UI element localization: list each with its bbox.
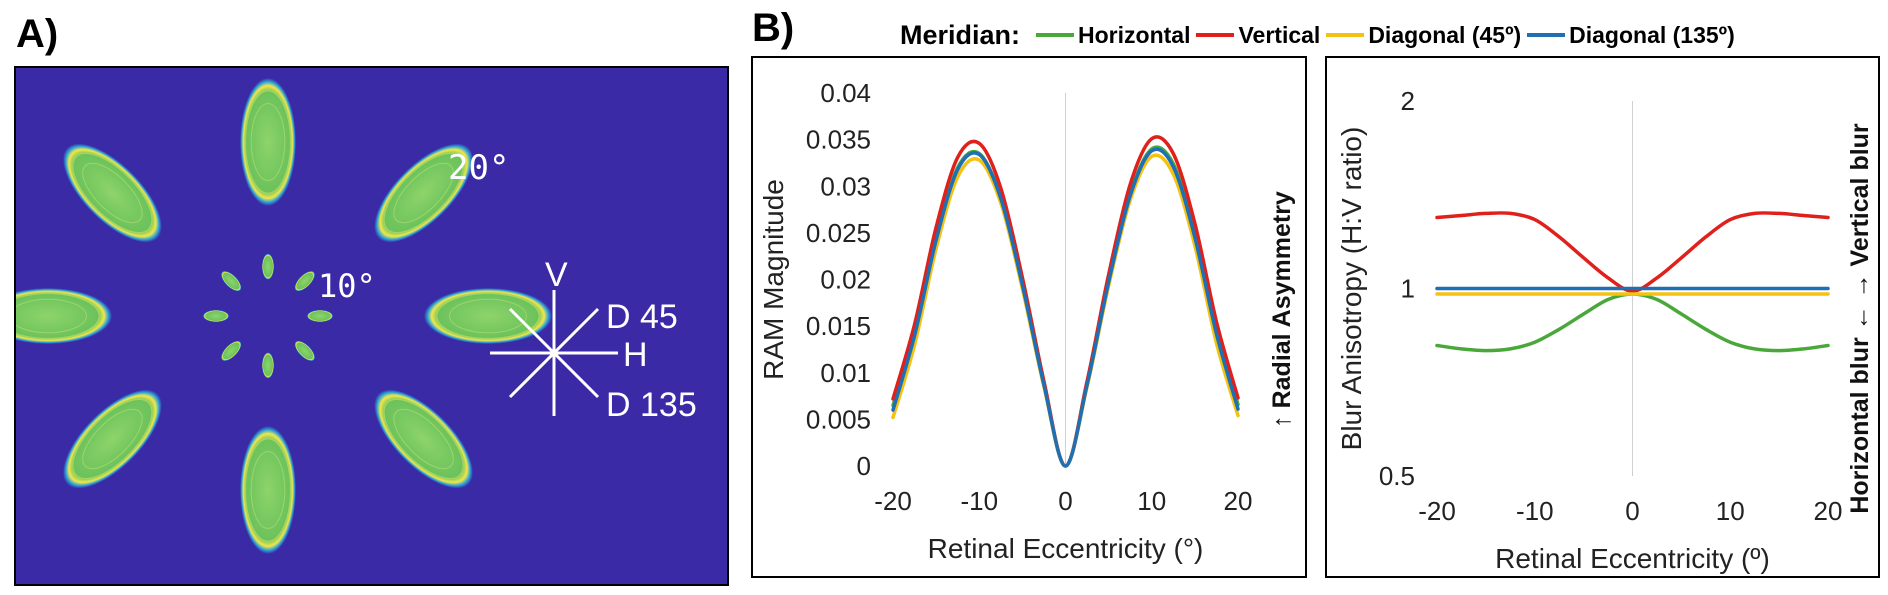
ram-side-annotation: ↑ Radial Asymmetry [1268, 191, 1296, 428]
legend-label-vertical: Vertical [1238, 21, 1321, 48]
ram-y-tick-label: 0.035 [806, 125, 871, 155]
psf-ellipse-inner-225 [221, 340, 242, 362]
psf-contour-315-1 [393, 408, 454, 470]
panel-b-label: B) [752, 6, 795, 50]
meridian-compass [490, 290, 618, 416]
psf-ellipse-outer-315 [374, 389, 473, 489]
compass-label-v: V [545, 256, 568, 294]
ram-y-tick-label: 0.015 [806, 311, 871, 341]
psf-contour-135-1 [82, 162, 143, 224]
ram-y-tick-label: 0.02 [820, 265, 871, 295]
legend-swatch-horizontal [1036, 33, 1075, 37]
ram-series-diagonal-135- [891, 147, 1240, 468]
compass-label-h: H [623, 336, 648, 374]
ram-x-axis-label: Retinal Eccentricity (°) [928, 533, 1204, 564]
psf-ellipse-outer-0 [424, 288, 552, 344]
ram-y-tick-label: 0.005 [806, 404, 871, 434]
psf-contour-270-1 [250, 451, 286, 529]
ram-x-tick-label: 20 [1224, 486, 1253, 516]
legend-item-diagonal-135: Diagonal (135º) [1527, 22, 1737, 49]
anis-x-tick-label: 0 [1625, 496, 1639, 526]
legend-label-diagonal-135: Diagonal (135º) [1569, 21, 1735, 48]
anis-x-tick-label: 10 [1716, 496, 1745, 526]
legend-swatch-diagonal-135 [1527, 33, 1566, 37]
ram-x-tick-label: -10 [960, 486, 998, 516]
ram-y-tick-label: 0.03 [820, 171, 871, 201]
psf-ellipse-outer-225 [63, 389, 162, 489]
psf-contour-180-0 [16, 293, 100, 339]
anis-side-annotation: Horizontal blur ← → Vertical blur [1846, 123, 1874, 514]
psf-contour-225-1 [82, 408, 143, 470]
anis-x-tick-label: -20 [1418, 496, 1456, 526]
ram-x-tick-label: 0 [1058, 486, 1072, 516]
ram-y-tick-label: 0 [857, 451, 871, 481]
panel-a-label: A) [16, 12, 59, 56]
psf-contour-45-0 [383, 152, 464, 234]
psf-ellipse-outer-90 [240, 78, 296, 206]
legend-item-diagonal-45: Diagonal (45º) [1326, 22, 1523, 49]
ram-x-tick-label: -20 [874, 486, 912, 516]
compass-label-d135: D 135 [606, 386, 697, 424]
legend-item-horizontal: Horizontal [1036, 22, 1192, 49]
ram-y-tick-label: 0.025 [806, 218, 871, 248]
anis-x-tick-label: 20 [1814, 496, 1843, 526]
anisotropy-chart-frame [1325, 56, 1880, 578]
ring-label-20: 20° [448, 148, 509, 188]
anis-chart: 0.5 1 2 -20 -10 0 10 20 Retinal Eccentricity (º)… [1336, 86, 1874, 574]
psf-contour-315-0 [383, 398, 464, 480]
legend-swatch-vertical [1196, 33, 1235, 37]
ram-y-axis-label: RAM Magnitude [758, 179, 789, 380]
psf-ellipse-inner-0 [307, 310, 333, 322]
psf-contour-180-1 [16, 298, 87, 334]
compass-label-d45: D 45 [606, 298, 678, 336]
legend-label-diagonal-45: Diagonal (45º) [1368, 21, 1522, 48]
compass-line-d135 [508, 307, 600, 399]
psf-contour-135-0 [72, 152, 153, 234]
psf-contour-225-0 [72, 398, 153, 480]
legend-swatch-diagonal-45 [1326, 33, 1365, 37]
psf-ellipse-inner-135 [221, 270, 242, 292]
ram-y-tick-label: 0.01 [820, 358, 871, 388]
anis-y-tick-label: 2 [1401, 86, 1415, 116]
psf-contour-270-0 [245, 438, 291, 542]
psf-contour-45-1 [393, 162, 454, 224]
psf-ellipse-inner-270 [262, 352, 274, 379]
ram-chart: 0 0.005 0.01 0.015 0.02 0.025 0.03 0.035 0.04 -20… [758, 78, 1296, 564]
psf-ellipses [16, 78, 552, 554]
anis-y-axis-label: Blur Anisotropy (H:V ratio) [1336, 127, 1367, 451]
psf-ellipse-outer-135 [63, 143, 162, 243]
psf-ellipse-outer-270 [240, 426, 296, 554]
anis-y-tick-label: 0.5 [1379, 461, 1415, 491]
anis-x-axis-label: Retinal Eccentricity (º) [1495, 543, 1770, 574]
psf-ellipse-map: 20° 10° V D 45 H D 135 [16, 78, 697, 554]
psf-ellipse-outer-180 [16, 288, 112, 344]
ram-y-tick-label: 0.04 [820, 78, 871, 108]
psf-contour-90-0 [245, 90, 291, 194]
panel-a-psf-image: 20° 10° V D 45 H D 135 [14, 66, 729, 586]
anis-x-tick-label: -10 [1516, 496, 1554, 526]
legend-label-horizontal: Horizontal [1078, 21, 1191, 48]
anis-series-vertical [1435, 211, 1830, 293]
psf-ellipse-inner-315 [294, 340, 315, 362]
ring-label-10: 10° [318, 267, 376, 305]
psf-ellipse-inner-45 [294, 270, 315, 292]
anis-y-tick-label: 1 [1401, 274, 1415, 304]
psf-ellipse-inner-90 [262, 253, 274, 280]
psf-contour-90-1 [250, 103, 286, 181]
psf-ellipse-inner-180 [203, 310, 229, 322]
ram-x-tick-label: 10 [1137, 486, 1166, 516]
legend-item-vertical: Vertical [1196, 22, 1322, 49]
legend-title: Meridian: [900, 19, 1021, 50]
psf-contour-0-0 [436, 293, 540, 339]
meridian-legend: Meridian: Horizontal Vertical Diagonal (… [900, 18, 1741, 52]
psf-ellipse-outer-45 [374, 143, 473, 243]
psf-contour-0-1 [449, 298, 527, 334]
